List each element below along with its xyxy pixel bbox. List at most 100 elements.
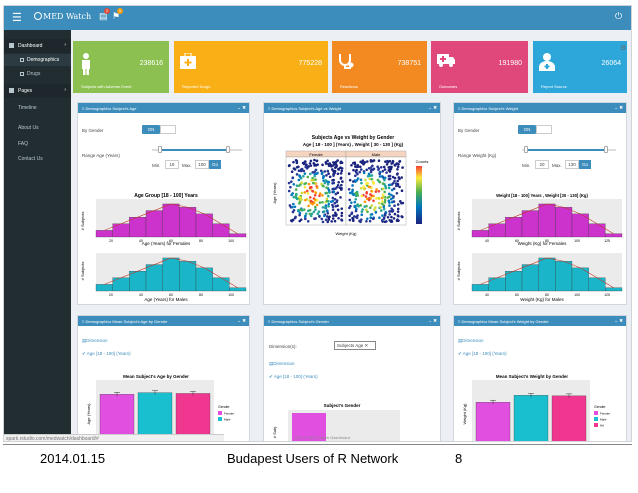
- filter-label: Age [18 - 100] (Years): [462, 351, 507, 356]
- tick-label: 100: [228, 239, 234, 243]
- hexbin-cell: [382, 165, 386, 169]
- hexbin-cell: [312, 162, 316, 165]
- sidebar-item-contact[interactable]: Contact Us: [4, 153, 71, 165]
- gender-toggle-on[interactable]: ON: [142, 125, 160, 134]
- gender-toggle-off[interactable]: [536, 125, 552, 134]
- hexbin-cell: [298, 200, 302, 204]
- hexbin-cell: [310, 179, 313, 182]
- hexbin-cell: [319, 169, 323, 173]
- mean-weight-bars: [475, 393, 587, 441]
- slider-handle-max[interactable]: [226, 146, 230, 153]
- stat-value: 238616: [139, 60, 163, 67]
- stat-box-subjects[interactable]: 238616 Subjects with Adverse Event: [73, 41, 169, 93]
- slider-handle-min[interactable]: [524, 146, 528, 153]
- gender-toggle-on[interactable]: ON: [518, 125, 536, 134]
- range-label: Range Age (Years): [82, 153, 120, 158]
- square-icon: [20, 71, 24, 76]
- sidebar-item-drugs[interactable]: Drugs: [4, 68, 71, 80]
- hexbin-cell: [323, 206, 327, 209]
- panel-controls[interactable]: ⌄ ✖: [428, 318, 437, 323]
- hexbin-cell: [367, 172, 371, 176]
- hamburger-icon[interactable]: ☰: [12, 12, 22, 24]
- go-button[interactable]: Go: [209, 160, 221, 169]
- hexbin-cell: [348, 198, 352, 202]
- hexbin-cell: [327, 202, 331, 206]
- stat-box-drugs[interactable]: 775228 Reported Drugs: [174, 41, 328, 93]
- hexbin-cell: [316, 171, 319, 175]
- sidebar-item-faq[interactable]: FAQ: [4, 138, 71, 150]
- stat-box-outcomes[interactable]: 191980 Outcomes: [431, 41, 528, 93]
- hexbin-cell: [337, 180, 340, 184]
- hexbin-cell: [347, 187, 351, 191]
- sidebar-item-pages[interactable]: Pages ›: [4, 84, 71, 98]
- min-input[interactable]: 18: [165, 160, 179, 169]
- sidebar-item-dashboard[interactable]: Dashboard ›: [4, 39, 71, 53]
- dimension-select[interactable]: Subjects Age ✕: [334, 341, 376, 350]
- panel-controls[interactable]: ⌄ ✖: [237, 105, 246, 110]
- slider-handle-max[interactable]: [604, 146, 608, 153]
- hexbin-cell: [365, 197, 369, 201]
- x-axis-label: Weight (Kg): [335, 231, 357, 236]
- hexbin-cell: [378, 175, 382, 178]
- panel-controls[interactable]: ⌄ ✖: [614, 318, 623, 323]
- flag-icon[interactable]: ⚑: [112, 11, 121, 21]
- dimension-filter[interactable]: ✔ Age [18 - 100] (Years): [82, 351, 131, 356]
- hexbin-cell: [317, 210, 321, 214]
- hexbin-cell: [340, 161, 344, 165]
- max-input[interactable]: 130: [565, 160, 579, 169]
- sidebar-item-demographics[interactable]: Demographics: [4, 54, 71, 66]
- histogram-bar: [229, 233, 247, 238]
- hexbin-cell: [306, 209, 310, 213]
- weight-range-slider[interactable]: [522, 146, 616, 153]
- stat-box-source[interactable]: 26064 Report Source: [533, 41, 627, 93]
- hexbin-cell: [375, 188, 378, 191]
- min-input[interactable]: 20: [535, 160, 549, 169]
- hexbin-cell: [384, 160, 387, 163]
- panel-controls[interactable]: ⌄ ✖: [614, 105, 623, 110]
- gear-icon[interactable]: ⚙: [620, 45, 627, 52]
- hexbin-cell: [304, 217, 307, 221]
- power-icon[interactable]: ⏻: [615, 11, 623, 21]
- hexbin-cell: [385, 163, 389, 166]
- dimension-select-label: Dimension(s):: [269, 344, 297, 349]
- chart-title: Age Group [18 - 100] Years: [134, 193, 198, 199]
- dimension-filter[interactable]: ✔ Age [18 - 100] (Years): [269, 374, 318, 379]
- hexbin-cell: [369, 170, 373, 174]
- dimension-link[interactable]: ▤Dimension: [82, 338, 108, 343]
- histogram-bar: [488, 223, 506, 238]
- browser-status-bar: spark.rstudio.com/medwatch/dashboard/#: [4, 434, 224, 441]
- panel-controls[interactable]: ⌄ ✖: [428, 105, 437, 110]
- go-button[interactable]: Go: [579, 160, 591, 169]
- panel-controls[interactable]: ⌄ ✖: [237, 318, 246, 323]
- tasks-icon[interactable]: ▤: [99, 11, 108, 21]
- app-logo[interactable]: MED Watch: [34, 11, 91, 21]
- hexbin-cell: [359, 178, 363, 182]
- dimension-link[interactable]: ▤Dimension: [458, 338, 484, 343]
- sidebar-item-timeline[interactable]: Timeline: [4, 102, 71, 114]
- hexbin-cell: [315, 186, 319, 189]
- hexbin-cell: [327, 194, 330, 198]
- density-curve: [104, 257, 238, 288]
- slider-handle-min[interactable]: [158, 146, 162, 153]
- hexbin-cell: [381, 169, 385, 173]
- panel-subject-age: ≡ Demographics Subject's Age ⌄ ✖ By Gende…: [77, 102, 250, 305]
- dimension-filter[interactable]: ✔ Age [18 - 100] (Years): [458, 351, 507, 356]
- max-input[interactable]: 100: [195, 160, 209, 169]
- histogram-bar: [145, 210, 163, 238]
- mean-bar: [175, 393, 211, 441]
- tick-label: 60: [169, 293, 173, 297]
- gender-toggle-off[interactable]: [160, 125, 176, 134]
- hexbin-female: [287, 158, 344, 224]
- panel-title: Demographics Subject's Age: [85, 106, 137, 111]
- hexbin-cell: [314, 191, 318, 195]
- dimension-link[interactable]: ▤Dimension: [269, 361, 295, 366]
- hexbin-cell: [297, 208, 300, 212]
- hexbin-cell: [326, 169, 330, 173]
- histogram-bar: [145, 264, 163, 292]
- age-range-slider[interactable]: [152, 146, 242, 153]
- hexbin-cell: [291, 176, 295, 180]
- stat-box-reactions[interactable]: 738751 Reactions: [332, 41, 427, 93]
- hexbin-cell: [321, 163, 324, 167]
- hexbin-cell: [396, 179, 399, 183]
- sidebar-item-about[interactable]: About Us: [4, 122, 71, 134]
